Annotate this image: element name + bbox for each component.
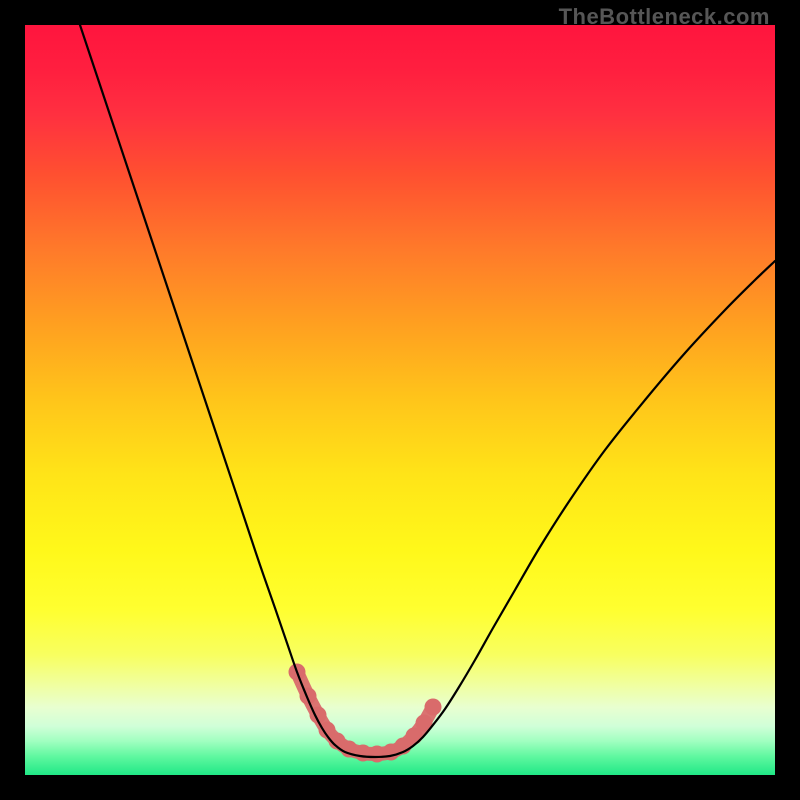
watermark-text: TheBottleneck.com [559,4,770,30]
highlight-caterpillar [289,664,442,763]
curve-layer [25,25,775,775]
v-curve [80,25,775,757]
chart-frame: TheBottleneck.com [0,0,800,800]
plot-area [25,25,775,775]
